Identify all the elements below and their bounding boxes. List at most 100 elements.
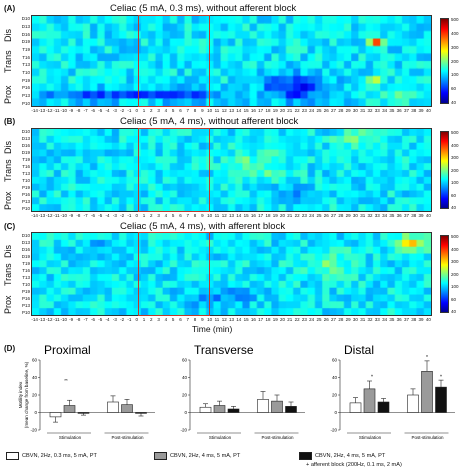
row-label: T13 xyxy=(22,171,30,176)
x-tick-label: 5 xyxy=(171,317,175,322)
y-axis-label-line2: (mean change from baseline, %) xyxy=(24,361,29,428)
row-label: T10 xyxy=(22,70,30,75)
x-tick-label: 26 xyxy=(323,108,329,113)
colorbar-tick: 500 xyxy=(451,234,459,239)
row-label: P13 xyxy=(21,199,30,204)
y-tick-label: 20 xyxy=(182,393,188,398)
x-tick-label: 38 xyxy=(411,317,417,322)
x-tick-label: -11 xyxy=(53,317,60,322)
x-tick-label: 8 xyxy=(193,108,197,113)
row-label: T13 xyxy=(22,62,30,68)
x-tick-label: 0 xyxy=(135,213,138,218)
x-tick-label: 11 xyxy=(214,213,220,218)
x-tick-label: 9 xyxy=(201,108,204,113)
x-tick-label: -13 xyxy=(38,317,46,322)
x-tick-label: 37 xyxy=(403,108,409,113)
y-tick-label: 60 xyxy=(332,358,338,363)
bar xyxy=(199,406,212,413)
row-label: P10 xyxy=(21,310,30,315)
x-tick-label: 34 xyxy=(382,317,388,322)
x-tick-label: 22 xyxy=(294,213,300,218)
x-tick-label: 0 xyxy=(135,317,138,322)
x-tick-label: -11 xyxy=(53,108,60,113)
row-label: D19 xyxy=(21,39,30,45)
x-tick-label: 13 xyxy=(228,213,234,218)
x-tick-label: 38 xyxy=(411,108,417,113)
x-tick-label: 13 xyxy=(228,108,234,113)
y-tick-label: 40 xyxy=(332,375,338,380)
x-tick-label: 9 xyxy=(201,213,204,218)
y-tick-label: -20 xyxy=(30,428,37,433)
x-tick-label: 40 xyxy=(425,317,431,322)
x-category-label: Stimulation xyxy=(59,435,82,440)
y-tick-label: 0 xyxy=(34,410,37,415)
x-tick-label: 17 xyxy=(258,108,264,113)
row-label: D19 xyxy=(21,150,30,155)
bar xyxy=(77,412,90,414)
x-tick-label: -14 xyxy=(31,317,38,322)
colorbar-tick: 200 xyxy=(451,271,459,277)
row-label: T16 xyxy=(22,268,30,273)
significance-marker: ** xyxy=(64,378,68,383)
region-label-dis: Dis xyxy=(3,245,13,258)
x-tick-label: 4 xyxy=(164,108,168,113)
x-tick-label: 36 xyxy=(396,108,402,113)
x-tick-label: 28 xyxy=(338,213,344,218)
legend-swatch-white xyxy=(6,452,19,460)
row-label: P10 xyxy=(21,100,30,106)
x-tick-label: 19 xyxy=(272,213,278,218)
y-tick-label: 0 xyxy=(184,410,187,415)
x-tick-label: 39 xyxy=(418,108,424,113)
x-tick-label: -1 xyxy=(127,317,132,322)
x-tick-label: 12 xyxy=(221,317,227,322)
significance-marker: * xyxy=(371,374,373,380)
x-tick-label: 0 xyxy=(135,108,138,113)
bar-charts: Proximal 60 40 20 0 -20 Stimulation Post-stimul… xyxy=(18,343,455,440)
x-tick-label: -7 xyxy=(83,213,88,218)
x-tick-label: 23 xyxy=(301,108,307,113)
x-tick-label: -12 xyxy=(45,213,53,218)
bar xyxy=(257,399,269,413)
x-tick-label: -5 xyxy=(98,317,103,322)
colorbar-b xyxy=(440,131,449,209)
x-tick-label: 14 xyxy=(236,317,242,322)
x-tick-label: -7 xyxy=(83,108,88,113)
stim-window-b xyxy=(138,128,210,212)
x-tick-label: 8 xyxy=(193,317,197,322)
x-tick-label: 1 xyxy=(142,213,146,218)
bar xyxy=(435,386,447,413)
bar xyxy=(285,406,297,413)
bar-chart-title: Transverse xyxy=(194,343,254,357)
x-tick-label: 22 xyxy=(294,108,300,113)
legend-swatch-gray xyxy=(154,452,167,460)
colorbar-tick: 60 xyxy=(451,192,457,198)
row-label: T13 xyxy=(22,275,30,280)
x-tick-label: -12 xyxy=(45,108,53,113)
x-tick-label: 34 xyxy=(382,213,388,218)
bar xyxy=(407,394,419,413)
x-tick-label: 29 xyxy=(345,317,351,322)
x-tick-label: 12 xyxy=(221,213,227,218)
panel-d-letter: (D) xyxy=(4,344,16,353)
bar xyxy=(363,388,376,413)
bar xyxy=(271,400,283,413)
region-label-trans: Trans xyxy=(3,159,13,182)
x-tick-label: -4 xyxy=(105,317,110,322)
y-tick-label: 60 xyxy=(32,358,38,363)
stim-window-c xyxy=(138,232,210,316)
colorbar-tick: 60 xyxy=(451,296,457,302)
row-label: P19 xyxy=(21,185,30,190)
colorbar-tick: 300 xyxy=(451,44,459,50)
region-label-dis: Dis xyxy=(3,141,13,154)
x-tick-label: 37 xyxy=(403,317,409,322)
colorbar-a xyxy=(440,18,449,104)
bar xyxy=(227,408,240,413)
x-tick-label: -3 xyxy=(112,317,117,322)
region-label-prox: Prox xyxy=(3,191,13,210)
x-tick-label: 25 xyxy=(316,213,322,218)
row-label: T19 xyxy=(22,261,30,266)
x-tick-label: 13 xyxy=(228,317,234,322)
x-category-label: Post-stimulation xyxy=(411,435,444,440)
x-tick-label: 21 xyxy=(287,108,293,113)
x-tick-label: 21 xyxy=(287,317,293,322)
